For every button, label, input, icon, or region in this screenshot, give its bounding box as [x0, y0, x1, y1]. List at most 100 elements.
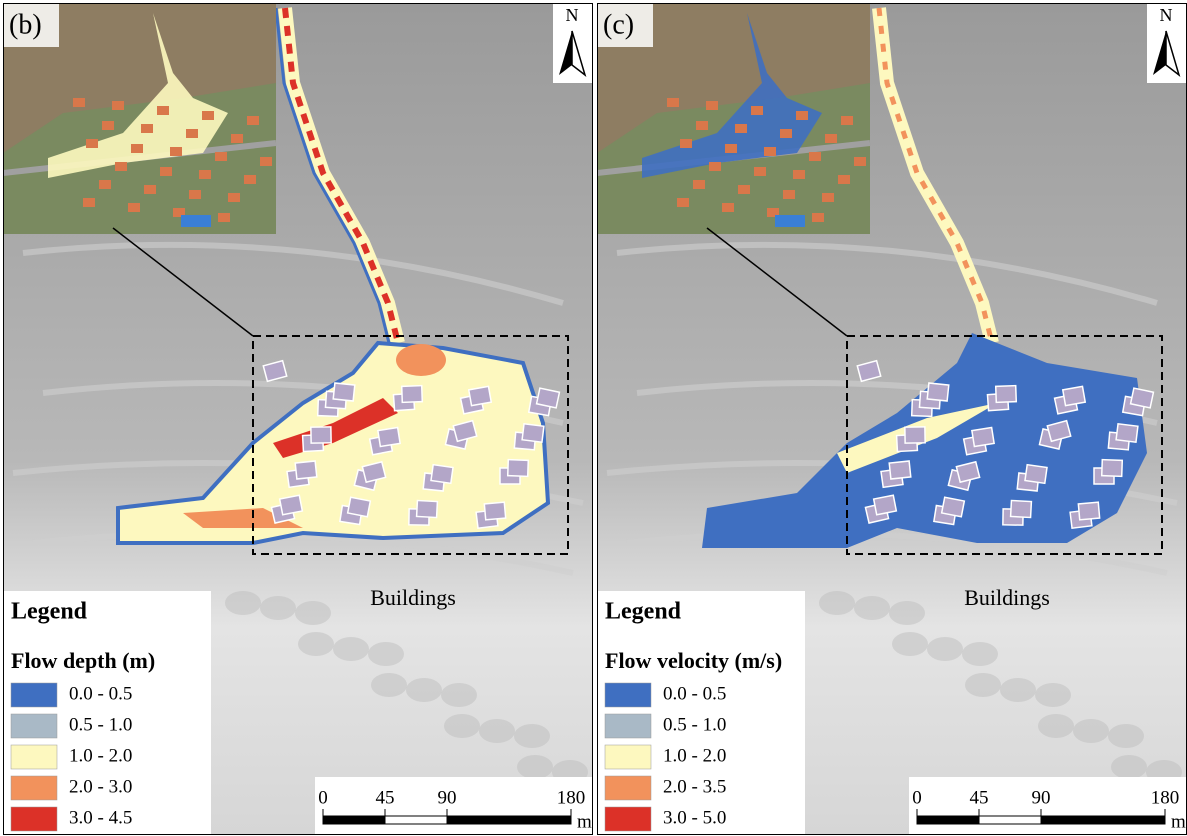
- inset-house: [722, 203, 734, 212]
- terrain-mound: [479, 719, 515, 743]
- buildings-label: Buildings: [964, 585, 1050, 610]
- legend-label: 0.5 - 1.0: [663, 714, 726, 735]
- inset-house: [738, 185, 750, 194]
- legend-swatch: [605, 683, 651, 707]
- flow-deep: [396, 344, 446, 376]
- scale-tick-label: 0: [912, 787, 922, 808]
- building: [1025, 465, 1047, 484]
- inset-house: [128, 203, 140, 212]
- building: [905, 427, 925, 443]
- inset-house: [780, 129, 792, 138]
- inset-house: [751, 106, 763, 115]
- scale-tick-label: 180: [557, 787, 586, 808]
- inset-house: [838, 175, 850, 184]
- legend-swatch: [605, 807, 651, 831]
- inset-house: [667, 98, 679, 107]
- scale-segment: [917, 816, 979, 824]
- panel-label: (b): [9, 9, 42, 40]
- inset-house: [199, 170, 211, 179]
- scale-segment: [979, 816, 1041, 824]
- scale-segment: [385, 816, 447, 824]
- building: [417, 500, 438, 517]
- inset-house: [157, 106, 169, 115]
- legend-swatch: [11, 745, 57, 769]
- terrain-mound: [854, 596, 890, 620]
- inset-house: [112, 101, 124, 110]
- inset-house: [144, 185, 156, 194]
- building: [522, 424, 544, 442]
- terrain-mound: [1038, 714, 1074, 738]
- terrain-mound: [333, 637, 369, 661]
- legend-title: Legend: [605, 599, 682, 625]
- legend-swatch: [11, 807, 57, 831]
- inset-house: [186, 129, 198, 138]
- inset-house: [793, 170, 805, 179]
- inset-house: [218, 213, 230, 222]
- inset-house: [812, 213, 824, 222]
- inset-house: [131, 144, 143, 153]
- building: [378, 428, 400, 447]
- terrain-mound: [295, 601, 331, 625]
- building: [1102, 460, 1123, 477]
- inset-house: [260, 157, 272, 166]
- building: [431, 465, 453, 484]
- building: [972, 428, 994, 447]
- legend-label: 3.0 - 5.0: [663, 807, 726, 828]
- inset-house: [796, 111, 808, 120]
- terrain-mound: [368, 642, 404, 666]
- inset-house: [809, 152, 821, 161]
- terrain-mound: [965, 673, 1001, 697]
- building: [311, 427, 331, 443]
- terrain-mound: [889, 601, 925, 625]
- legend-label: 0.0 - 0.5: [663, 683, 726, 704]
- inset-house: [115, 162, 127, 171]
- terrain-mound: [406, 678, 442, 702]
- building: [1011, 500, 1032, 517]
- inset-house: [680, 139, 692, 148]
- scale-tick-label: 0: [318, 787, 328, 808]
- building: [1131, 388, 1154, 408]
- building: [333, 383, 355, 401]
- inset-house: [83, 198, 95, 207]
- inset-house: [102, 121, 114, 130]
- terrain-mound: [1035, 683, 1071, 707]
- inset-house: [86, 139, 98, 148]
- building: [484, 502, 505, 520]
- building: [280, 495, 303, 515]
- inset-house: [215, 152, 227, 161]
- scale-unit: m: [577, 811, 592, 832]
- panel-label: (c): [603, 9, 634, 40]
- map-panel: (c)NBuildingsLegendFlow velocity (m/s)0.…: [597, 3, 1187, 835]
- building: [469, 386, 491, 405]
- inset-house: [709, 162, 721, 171]
- inset-house: [822, 193, 834, 202]
- building: [402, 386, 423, 403]
- terrain-mound: [260, 596, 296, 620]
- building: [537, 388, 560, 408]
- scale-segment: [447, 816, 571, 824]
- inset-house: [99, 180, 111, 189]
- legend-swatch: [605, 714, 651, 738]
- scale-tick-label: 90: [438, 787, 457, 808]
- north-label: N: [566, 5, 579, 25]
- terrain-mound: [298, 632, 334, 656]
- inset-house: [706, 101, 718, 110]
- inset-house: [231, 134, 243, 143]
- terrain-mound: [441, 683, 477, 707]
- legend-label: 2.0 - 3.5: [663, 776, 726, 797]
- scale-tick-label: 180: [1151, 787, 1180, 808]
- building: [889, 461, 911, 479]
- building: [508, 460, 529, 477]
- terrain-mound: [1000, 678, 1036, 702]
- scale-segment: [1041, 816, 1165, 824]
- scale-tick-label: 90: [1032, 787, 1051, 808]
- inset-house: [725, 144, 737, 153]
- inset-house: [247, 116, 259, 125]
- legend-label: 0.5 - 1.0: [69, 714, 132, 735]
- inset-house: [202, 111, 214, 120]
- inset-house: [754, 167, 766, 176]
- terrain-mound: [225, 591, 261, 615]
- inset-house: [160, 167, 172, 176]
- scale-unit: m: [1171, 811, 1186, 832]
